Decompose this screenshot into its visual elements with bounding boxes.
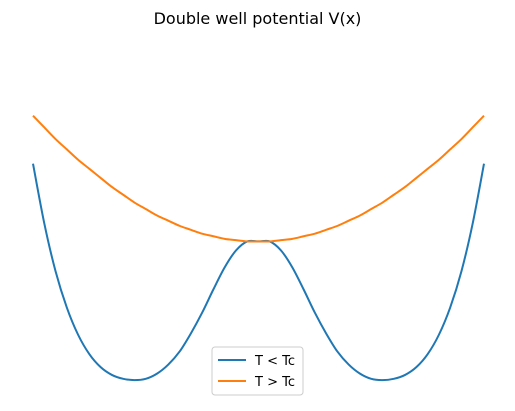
series-line-t-above-tc <box>32 115 485 243</box>
legend-label-t-below-tc: T < Tc <box>254 354 295 369</box>
chart-title: Double well potential V(x) <box>154 9 362 28</box>
legend-label-t-above-tc: T > Tc <box>254 375 295 390</box>
legend: T < Tc T > Tc <box>211 346 304 396</box>
plot-area <box>32 115 485 382</box>
